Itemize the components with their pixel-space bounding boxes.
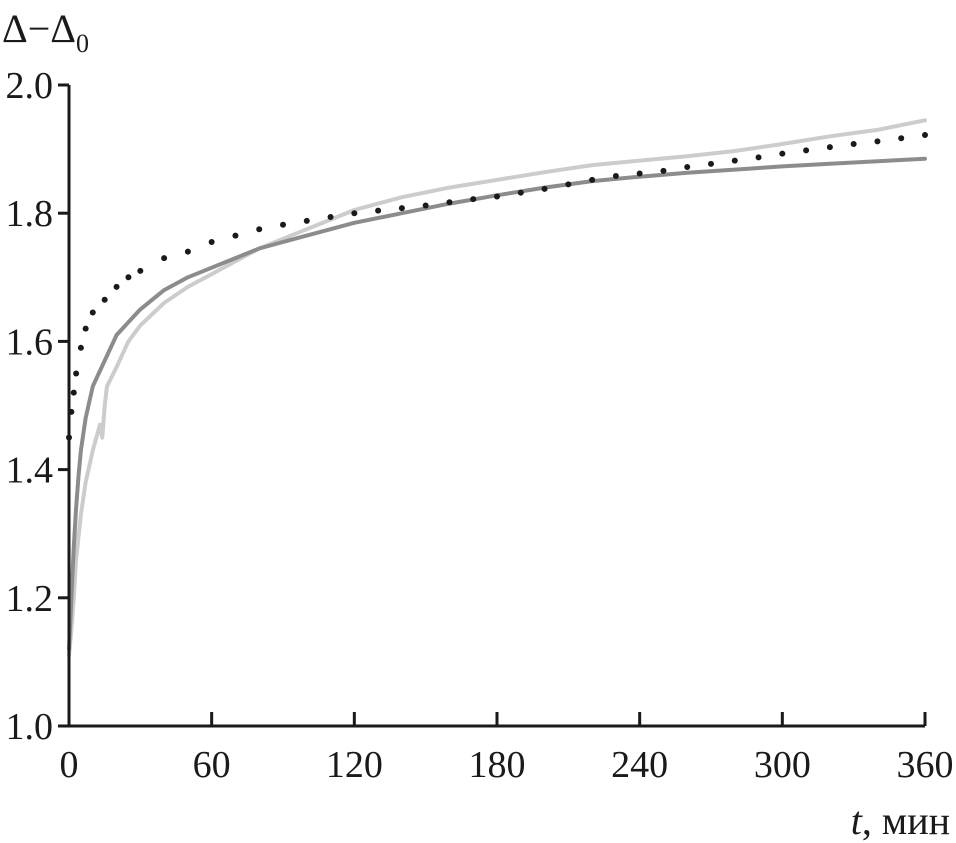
data-point (708, 160, 714, 167)
data-point (779, 150, 786, 157)
data-point (565, 181, 572, 188)
data-point (70, 389, 77, 396)
data-point (232, 232, 239, 239)
data-point (684, 164, 691, 171)
series-line (67, 156, 927, 652)
x-tick-label: 360 (897, 744, 954, 786)
y-tick-label: 2.0 (6, 65, 54, 107)
data-point (922, 131, 928, 138)
data-point (327, 214, 334, 221)
y-ticks: 1.0 1.2 1.4 1.6 1.8 2.0 (6, 65, 69, 748)
data-point (77, 344, 84, 351)
data-point (161, 255, 168, 262)
data-point (256, 226, 263, 233)
x-tick-label: 240 (611, 744, 668, 786)
data-point (470, 196, 477, 203)
data-point (351, 210, 358, 217)
data-point (137, 267, 144, 274)
x-axis-title-variable: t (851, 798, 863, 843)
y-tick-label: 1.0 (6, 706, 54, 748)
data-point (422, 202, 429, 209)
y-tick-label: 1.2 (6, 578, 54, 620)
x-axis-title-unit: , мин (862, 798, 950, 843)
data-point (850, 140, 857, 147)
data-point (303, 217, 310, 224)
series-layer (66, 118, 928, 658)
data-point (280, 221, 286, 228)
data-point (398, 205, 405, 212)
data-point (113, 283, 120, 290)
data-point (636, 170, 643, 177)
y-tick-label: 1.8 (6, 193, 54, 235)
x-tick-label: 120 (326, 744, 383, 786)
plot-area: 1.0 1.2 1.4 1.6 1.8 2.0 0 60 120 180 240 300 360 (6, 65, 954, 786)
data-point (803, 147, 810, 154)
y-tick-label: 1.6 (6, 321, 54, 363)
x-ticks: 0 60 120 180 240 300 360 (60, 712, 954, 786)
data-point (208, 239, 215, 246)
data-point (660, 167, 667, 174)
data-point (82, 325, 89, 332)
data-point (494, 193, 500, 200)
data-point (73, 370, 80, 377)
series-dots (66, 131, 928, 441)
x-tick-label: 0 (60, 744, 79, 786)
y-axis-title-subscript: 0 (76, 29, 89, 58)
y-axis-title: Δ−Δ0 (2, 6, 89, 58)
data-point (517, 189, 524, 196)
x-tick-label: 300 (754, 744, 811, 786)
data-point (375, 207, 382, 214)
data-point (184, 248, 191, 255)
data-point (826, 144, 833, 151)
data-point (446, 199, 453, 206)
y-tick-label: 1.4 (6, 450, 54, 492)
data-point (541, 185, 548, 192)
x-tick-label: 180 (469, 744, 526, 786)
x-tick-label: 60 (193, 744, 231, 786)
x-axis-title: t, мин (851, 798, 950, 843)
data-point (125, 274, 132, 281)
data-point (589, 176, 596, 183)
data-point (101, 296, 108, 303)
data-point (755, 154, 762, 161)
data-point (731, 157, 738, 164)
data-point (89, 309, 96, 316)
series-line (67, 118, 927, 658)
y-axis-title-main: Δ−Δ (2, 6, 76, 51)
data-point (874, 138, 881, 145)
data-point (898, 135, 905, 142)
data-point (612, 173, 619, 180)
